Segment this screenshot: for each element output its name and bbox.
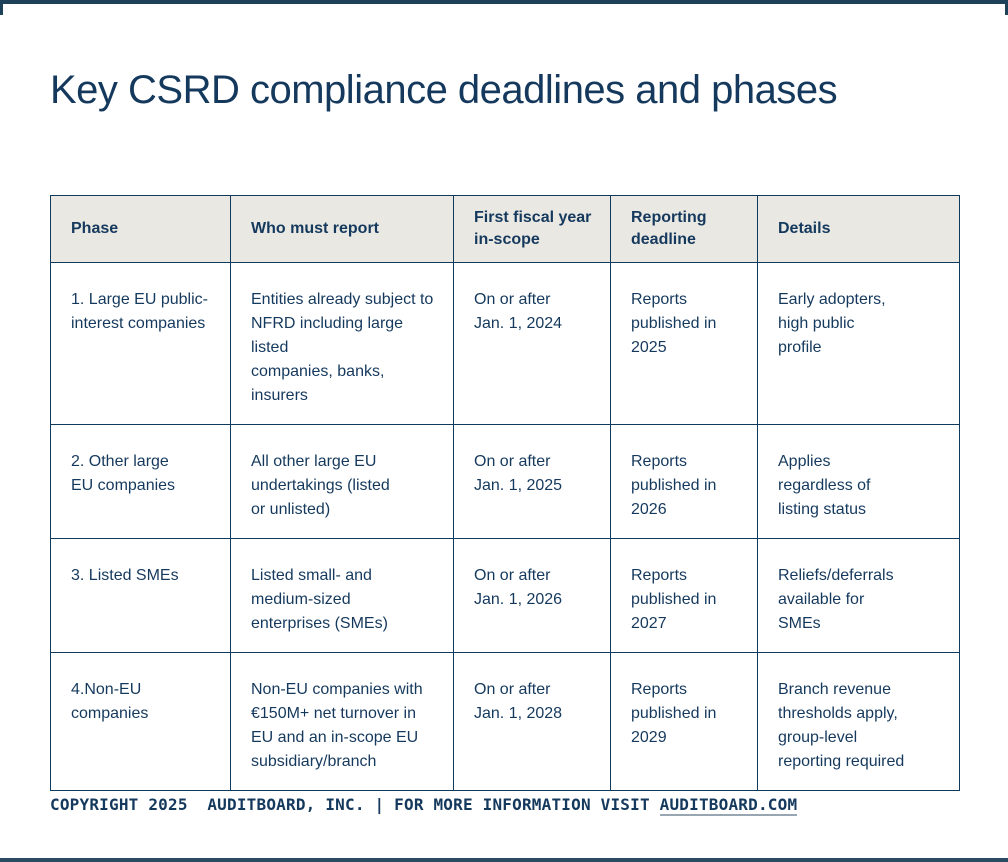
cell-details: Branch revenue thresholds apply, group-l…: [757, 652, 960, 791]
cell-phase: 2. Other large EU companies: [50, 424, 231, 539]
bottom-rule: [0, 858, 1008, 862]
cell-who-must-report: All other large EU undertakings (listed …: [230, 424, 454, 539]
column-header-reporting-deadline: Reporting deadline: [610, 195, 758, 263]
cell-reporting-deadline: Reports published in 2026: [610, 424, 758, 539]
top-left-corner-stub: [0, 0, 3, 15]
auditboard-link[interactable]: AUDITBOARD.COM: [659, 795, 798, 816]
table-row: 1. Large EU public- interest companies E…: [50, 262, 960, 425]
column-header-first-fiscal-year: First fiscal year in-scope: [453, 195, 611, 263]
cell-phase: 3. Listed SMEs: [50, 538, 231, 653]
cell-fiscal-year: On or after Jan. 1, 2026: [453, 538, 611, 653]
cell-who-must-report: Entities already subject to NFRD includi…: [230, 262, 454, 425]
cell-details: Early adopters, high public profile: [757, 262, 960, 425]
top-rule: [0, 0, 1008, 4]
table-row: 3. Listed SMEs Listed small- and medium-…: [50, 538, 960, 653]
cell-reporting-deadline: Reports published in 2025: [610, 262, 758, 425]
csrd-deadlines-table: Phase Who must report First fiscal year …: [50, 195, 960, 791]
footer: COPYRIGHT 2025 AUDITBOARD, INC. | FOR MO…: [50, 795, 798, 816]
cell-fiscal-year: On or after Jan. 1, 2028: [453, 652, 611, 791]
table-row: 2. Other large EU companies All other la…: [50, 424, 960, 539]
cell-reporting-deadline: Reports published in 2029: [610, 652, 758, 791]
cell-details: Reliefs/deferrals available for SMEs: [757, 538, 960, 653]
cell-phase: 4.Non-EU companies: [50, 652, 231, 791]
table-header-row: Phase Who must report First fiscal year …: [50, 195, 960, 263]
cell-who-must-report: Listed small- and medium-sized enterpris…: [230, 538, 454, 653]
cell-details: Applies regardless of listing status: [757, 424, 960, 539]
copyright-text: COPYRIGHT 2025 AUDITBOARD, INC. | FOR MO…: [50, 795, 660, 814]
cell-phase: 1. Large EU public- interest companies: [50, 262, 231, 425]
cell-fiscal-year: On or after Jan. 1, 2024: [453, 262, 611, 425]
cell-reporting-deadline: Reports published in 2027: [610, 538, 758, 653]
top-right-corner-stub: [1005, 0, 1008, 15]
column-header-who-must-report: Who must report: [230, 195, 454, 263]
cell-fiscal-year: On or after Jan. 1, 2025: [453, 424, 611, 539]
column-header-phase: Phase: [50, 195, 231, 263]
page-title: Key CSRD compliance deadlines and phases: [50, 68, 838, 112]
cell-who-must-report: Non-EU companies with €150M+ net turnove…: [230, 652, 454, 791]
column-header-details: Details: [757, 195, 960, 263]
table-row: 4.Non-EU companies Non-EU companies with…: [50, 652, 960, 791]
